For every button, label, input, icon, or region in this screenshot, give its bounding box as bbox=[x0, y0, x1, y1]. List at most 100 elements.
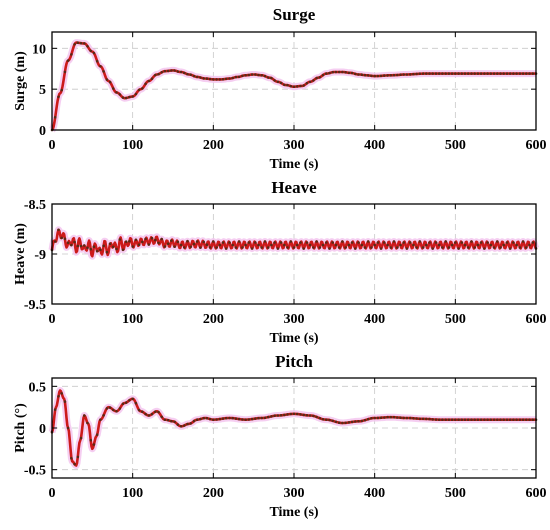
data-point bbox=[273, 414, 276, 418]
data-point bbox=[441, 246, 444, 249]
x-tick-label: 200 bbox=[203, 486, 224, 501]
data-point bbox=[370, 246, 373, 249]
data-point bbox=[396, 246, 399, 249]
data-point bbox=[299, 413, 302, 416]
data-point bbox=[289, 84, 293, 88]
data-point bbox=[350, 241, 354, 244]
data-point bbox=[70, 53, 73, 56]
data-point bbox=[228, 77, 231, 80]
data-point bbox=[521, 418, 525, 422]
data-point bbox=[521, 240, 525, 243]
data-point bbox=[212, 240, 215, 243]
data-point bbox=[412, 243, 415, 247]
data-point bbox=[373, 416, 377, 420]
data-point bbox=[386, 243, 389, 247]
data-point bbox=[502, 418, 506, 422]
data-point bbox=[428, 72, 431, 75]
data-point bbox=[483, 418, 486, 422]
data-point bbox=[134, 238, 138, 242]
data-point bbox=[389, 246, 393, 249]
data-point bbox=[141, 87, 144, 90]
data-point bbox=[418, 417, 422, 421]
y-tick-label: 0 bbox=[39, 422, 46, 437]
data-point bbox=[302, 413, 306, 417]
data-point bbox=[205, 243, 209, 246]
data-point bbox=[105, 250, 109, 254]
data-point bbox=[212, 418, 215, 422]
data-point bbox=[528, 418, 531, 422]
data-point bbox=[379, 416, 383, 420]
data-point bbox=[415, 417, 418, 420]
data-point bbox=[189, 245, 192, 249]
data-point bbox=[479, 418, 483, 422]
x-tick-label: 500 bbox=[445, 138, 466, 153]
data-point bbox=[276, 80, 280, 84]
data-point bbox=[531, 418, 535, 422]
data-point bbox=[221, 78, 225, 81]
data-point bbox=[147, 414, 151, 417]
chart-panel-surge: 0 100 200 300 400 500 600 0 5 10 Surge Time (s) Surg… bbox=[13, 5, 547, 172]
data-point bbox=[363, 418, 367, 422]
data-point bbox=[183, 424, 186, 427]
data-point bbox=[86, 45, 89, 48]
data-point bbox=[289, 240, 293, 243]
data-point bbox=[89, 247, 92, 251]
x-tick-label: 600 bbox=[526, 138, 547, 153]
data-point bbox=[189, 422, 192, 425]
data-point bbox=[473, 418, 477, 422]
x-tick-label: 200 bbox=[203, 312, 224, 327]
data-point bbox=[279, 241, 283, 244]
data-point bbox=[466, 246, 470, 249]
data-point bbox=[486, 241, 489, 244]
data-point bbox=[276, 414, 280, 417]
data-point bbox=[186, 422, 189, 426]
data-point bbox=[357, 73, 360, 76]
data-point bbox=[202, 240, 205, 244]
data-point bbox=[215, 418, 218, 421]
data-point bbox=[270, 243, 273, 247]
data-point bbox=[221, 241, 225, 244]
data-point bbox=[202, 416, 205, 420]
data-point bbox=[60, 392, 63, 395]
data-point bbox=[108, 406, 112, 409]
data-point bbox=[224, 416, 228, 420]
data-point bbox=[95, 249, 99, 253]
data-point bbox=[305, 81, 309, 85]
data-point bbox=[250, 417, 254, 421]
data-point bbox=[192, 419, 196, 423]
data-point bbox=[528, 72, 531, 75]
data-point bbox=[131, 245, 134, 248]
data-point bbox=[489, 72, 493, 75]
data-point bbox=[341, 70, 344, 74]
data-point bbox=[415, 246, 418, 249]
data-point bbox=[263, 416, 267, 420]
data-point bbox=[212, 78, 215, 81]
data-point bbox=[441, 418, 444, 422]
data-point bbox=[525, 72, 528, 75]
data-point bbox=[92, 245, 96, 248]
data-point bbox=[118, 238, 122, 241]
data-point bbox=[350, 420, 354, 424]
x-tick-label: 200 bbox=[203, 138, 224, 153]
data-point bbox=[489, 418, 493, 422]
data-point bbox=[370, 74, 373, 78]
x-tick-label: 500 bbox=[445, 312, 466, 327]
data-point bbox=[350, 71, 354, 75]
data-point bbox=[331, 241, 335, 244]
data-point bbox=[83, 414, 86, 417]
data-point bbox=[154, 238, 157, 242]
data-point bbox=[254, 241, 257, 244]
data-point bbox=[315, 76, 318, 80]
x-axis-label: Time (s) bbox=[269, 505, 318, 520]
data-point bbox=[486, 72, 489, 75]
data-point bbox=[276, 247, 280, 250]
x-tick-label: 300 bbox=[284, 312, 305, 327]
data-point bbox=[389, 415, 393, 419]
data-point bbox=[347, 421, 351, 424]
data-point bbox=[473, 246, 477, 249]
data-point bbox=[318, 246, 322, 249]
data-point bbox=[163, 245, 167, 248]
data-point bbox=[179, 425, 183, 428]
data-point bbox=[124, 96, 128, 100]
data-point bbox=[160, 237, 163, 241]
